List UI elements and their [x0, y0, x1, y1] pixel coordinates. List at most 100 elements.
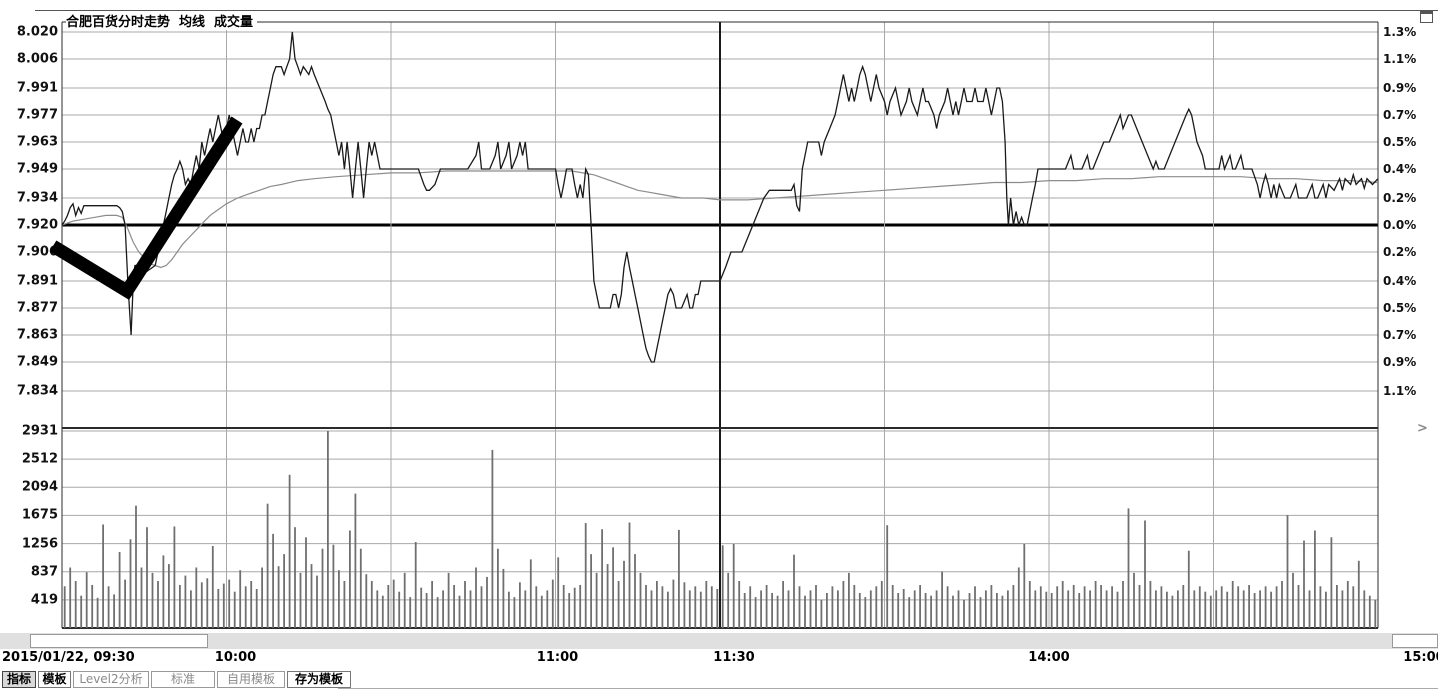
volume-bar: [1177, 590, 1179, 628]
volume-bar: [1017, 567, 1020, 628]
tab-custom-template[interactable]: 自用模板: [217, 671, 285, 688]
check-mark-annotation: [49, 116, 243, 300]
volume-bar: [277, 566, 280, 628]
time-tick-label: 15:00: [1403, 650, 1438, 665]
volume-axis-label: 2512: [21, 451, 58, 467]
volume-bar: [294, 527, 296, 628]
price-axis-label: 8.020: [16, 24, 58, 40]
volume-bar: [809, 590, 812, 628]
volume-bar: [1352, 586, 1355, 628]
price-axis-label: 7.949: [16, 161, 58, 177]
price-axis-label: 7.977: [16, 107, 58, 123]
volume-bar: [1209, 595, 1212, 628]
volume-bar: [941, 571, 943, 628]
volume-bar: [1100, 585, 1102, 628]
volume-bar: [562, 585, 565, 628]
volume-bar: [908, 597, 911, 628]
volume-bar: [1116, 591, 1119, 628]
volume-bar: [590, 554, 592, 628]
volume-bar: [952, 595, 954, 628]
volume-bar: [447, 572, 450, 628]
volume-bar: [1122, 581, 1124, 628]
volume-bar: [239, 570, 242, 628]
volume-bar: [826, 593, 828, 628]
tab-level2-analysis[interactable]: Level2分析: [73, 671, 149, 688]
price-axis-label: 7.906: [16, 244, 58, 260]
volume-bar: [688, 590, 691, 628]
volume-bar: [1078, 593, 1081, 628]
volume-bar: [85, 572, 88, 628]
volume-bar: [557, 557, 560, 628]
percent-axis-label: 0.7%: [1383, 107, 1417, 122]
volume-bar: [935, 590, 938, 628]
volume-bar: [146, 527, 148, 628]
volume-bar: [699, 591, 702, 628]
volume-bar: [261, 567, 263, 628]
volume-bar: [880, 581, 883, 628]
volume-bar: [250, 581, 253, 628]
volume-bar: [1363, 590, 1366, 628]
volume-bar: [749, 586, 752, 628]
scrollbar-button[interactable]: [1392, 634, 1438, 648]
expand-panel-icon[interactable]: >: [1417, 421, 1428, 436]
volume-bar: [486, 576, 488, 628]
scrollbar-thumb[interactable]: [30, 634, 208, 648]
volume-bar: [1231, 581, 1234, 628]
tab-indicators[interactable]: 指标: [2, 671, 36, 688]
volume-bar: [1023, 544, 1026, 628]
volume-bar: [1226, 591, 1229, 628]
volume-axis-label: 837: [30, 564, 58, 580]
volume-bar: [305, 537, 307, 628]
scrollbar-track: [0, 633, 1438, 649]
volume-bar: [272, 533, 274, 628]
volume-bar: [519, 582, 521, 628]
time-tick-label: 10:00: [214, 650, 257, 665]
volume-bar: [551, 579, 554, 628]
volume-bar: [1083, 586, 1086, 628]
volume-bar: [617, 581, 620, 628]
volume-bar: [1264, 586, 1267, 628]
tab-save-as-template[interactable]: 存为模板: [287, 671, 351, 688]
volume-bar: [760, 590, 762, 628]
page-title: 合肥百货分时走势: [66, 15, 171, 30]
tab-templates[interactable]: 模板: [38, 671, 71, 688]
price-axis-label: 7.863: [16, 327, 58, 343]
volume-bar: [1325, 591, 1327, 628]
window-restore-icon[interactable]: [1420, 11, 1433, 23]
volume-bar: [321, 548, 324, 628]
price-axis-label: 7.934: [16, 190, 58, 206]
volume-bar: [491, 449, 494, 628]
average-price-line: [61, 170, 1379, 269]
volume-bar: [497, 548, 499, 628]
volume-bar: [1281, 581, 1283, 628]
volume-bar: [453, 585, 455, 628]
volume-bar: [776, 595, 779, 628]
volume-bar: [1072, 585, 1075, 628]
volume-bar: [469, 590, 472, 628]
volume-bar: [365, 574, 368, 628]
tab-standard[interactable]: 标准: [151, 671, 215, 688]
volume-bar: [804, 595, 806, 628]
price-axis-label: 7.963: [16, 134, 58, 150]
volume-bar: [206, 578, 209, 628]
volume-bar: [190, 590, 192, 628]
volume-bar: [376, 590, 379, 628]
volume-bar: [1303, 540, 1305, 628]
volume-bar: [919, 585, 921, 628]
volume-bar: [743, 593, 746, 628]
volume-bar: [606, 564, 609, 628]
volume-bar: [924, 593, 927, 628]
volume-bar: [1297, 585, 1300, 628]
volume-bar: [990, 585, 993, 628]
volume-axis-label: 1675: [21, 507, 58, 523]
volume-bar: [1204, 591, 1207, 628]
volume-bar: [584, 523, 587, 628]
volume-bar: [244, 586, 247, 628]
volume-bar: [359, 548, 362, 628]
volume-bar: [979, 597, 982, 628]
price-axis-label: 7.849: [16, 354, 58, 370]
volume-bar: [502, 568, 505, 628]
volume-bar: [414, 542, 417, 628]
volume-bar: [524, 590, 527, 628]
